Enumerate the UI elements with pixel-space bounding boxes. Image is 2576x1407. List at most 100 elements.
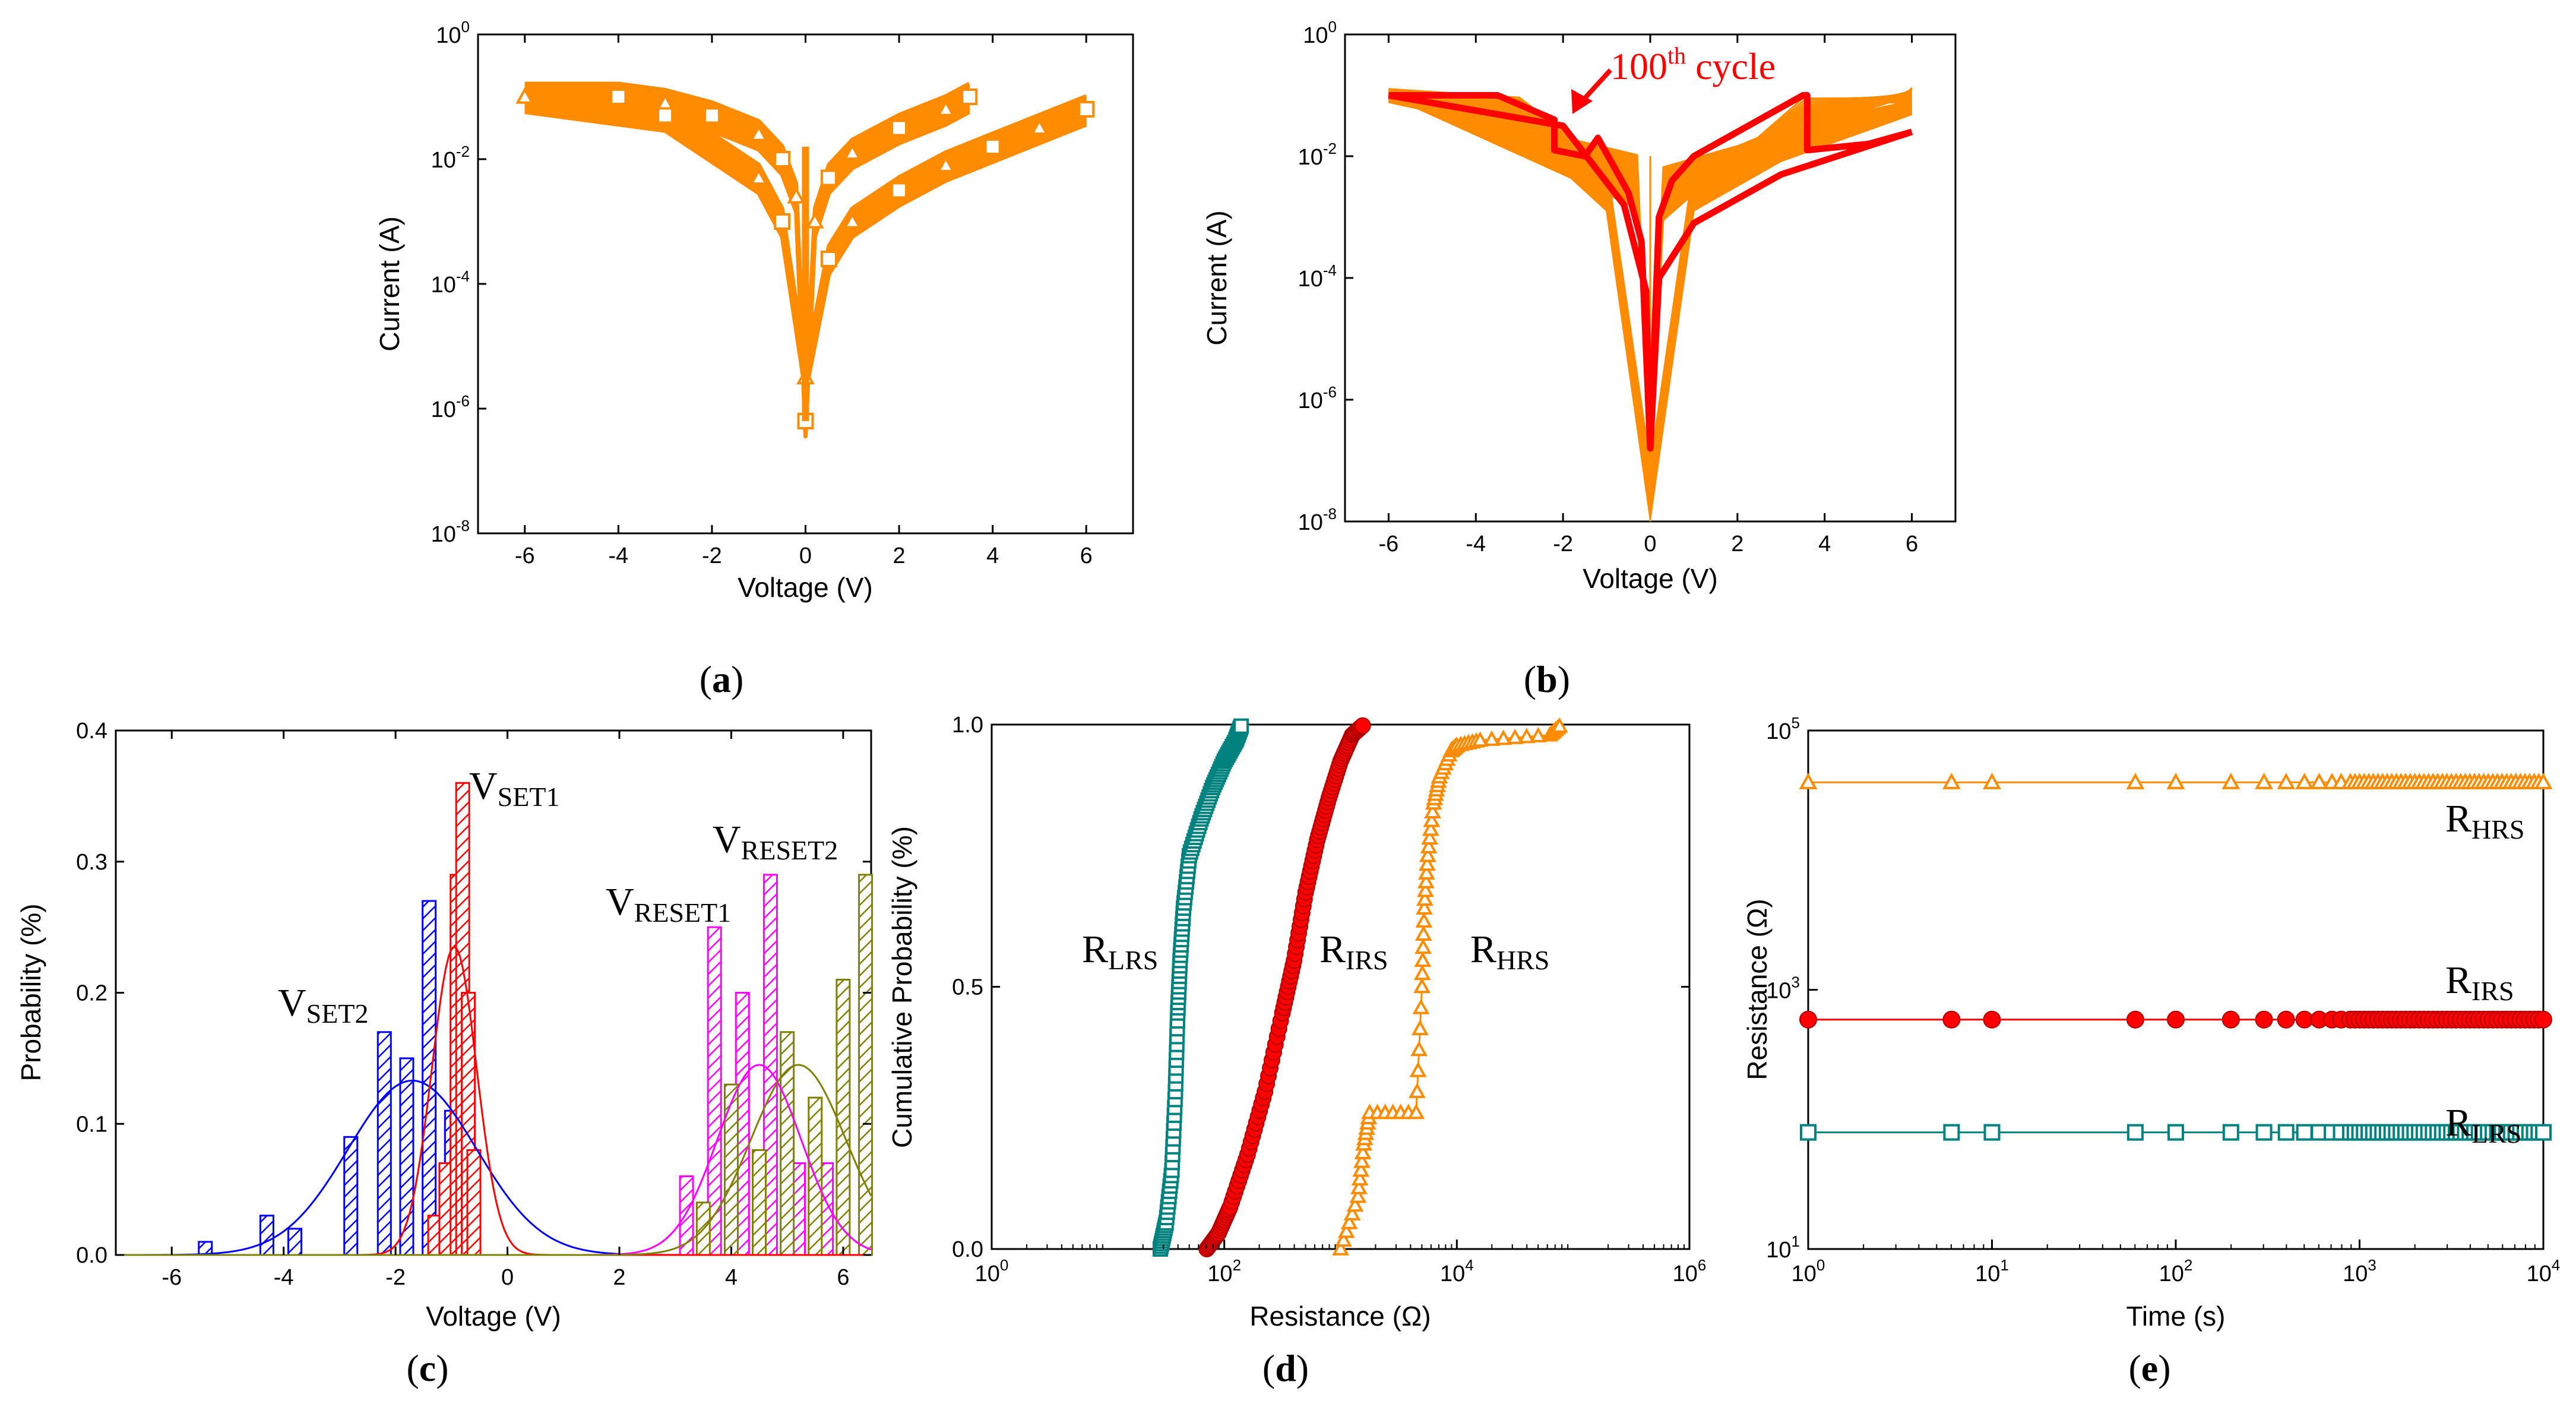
annotation-number: 100 (1610, 45, 1667, 87)
panel-e-marker-RIRS (2255, 1010, 2273, 1029)
panel-c-ytick-label: 0.3 (76, 850, 107, 875)
panel-c-xtick-label: -6 (162, 1265, 182, 1290)
label-vreset1: VRESET1 (606, 880, 731, 928)
panel-e-marker-RHRS (1983, 773, 2001, 789)
panel-b-series (1388, 87, 1913, 521)
panel-d-marker-RHRS (1409, 1061, 1427, 1077)
panel-d-marker-RHRS (1413, 978, 1431, 994)
panel-b: -6 -4 -2 0 2 4 6 100 10-2 10-4 10-6 10-8 Voltage (V… (1201, 18, 1957, 700)
panel-d-marker-RHRS (1530, 727, 1547, 742)
panel-c-xtick-label: -4 (274, 1265, 294, 1290)
panel-a-curve-0 (524, 81, 970, 410)
panel-d-marker-RHRS (1407, 1104, 1425, 1120)
panel-e-marker-RLRS (2277, 1124, 2295, 1141)
panel-a-marker (703, 107, 720, 124)
panel-d-marker-RHRS (1346, 1196, 1364, 1212)
label-rhrs: RHRS (1470, 928, 1550, 975)
panel-e-marker-RHRS (2310, 773, 2328, 789)
panel-a-marker (936, 99, 955, 116)
panel-e-label: (e) (2128, 1347, 2170, 1389)
panel-b-ytick-label: 10-6 (1298, 383, 1337, 413)
panel-b-xtick-label: -4 (1466, 532, 1486, 557)
panel-d-marker-RHRS (1416, 899, 1433, 915)
panel-c-xtick-label: 4 (725, 1265, 738, 1290)
panel-d-marker-RHRS (1420, 837, 1438, 853)
panel-a: -6 -4 -2 0 2 4 6 100 10-2 10-4 10-6 10-8 Voltage (V… (374, 18, 1134, 700)
panel-e-xtick-label: 102 (2159, 1256, 2193, 1286)
label-vset2: VSET2 (278, 981, 368, 1029)
panel-a-marker (843, 143, 862, 160)
panel-d-marker-RHRS (1418, 864, 1435, 880)
panel-e-ytick-label: 103 (1766, 973, 1800, 1004)
panel-d-marker-RHRS (1424, 803, 1441, 818)
panel-c-xtick-label: 0 (501, 1265, 514, 1290)
panel-a-marker (774, 151, 791, 167)
panel-b-100th-cycle (1388, 92, 1913, 452)
panel-d-marker-RHRS (1419, 846, 1436, 862)
panel-c-letter: c (419, 1347, 436, 1389)
panel-c-bar-VSET2 (259, 1215, 274, 1256)
panel-c-fits (116, 946, 872, 1256)
panel-b-letter: b (1536, 658, 1558, 700)
panel-a-marker (774, 213, 791, 230)
panel-d-marker-RHRS (1340, 1213, 1358, 1229)
panel-c: -6 -4 -2 0 2 4 6 0.0 0.1 0.2 0.3 0.4 Voltage (V) Pr… (15, 719, 874, 1389)
panel-d-xtick-label: 100 (975, 1256, 1009, 1286)
panel-d-marker-RHRS (1351, 1170, 1369, 1186)
panel-c-ylabel: Probability (%) (15, 903, 46, 1081)
panel-a-marker (657, 107, 674, 124)
panel-e-series (1799, 773, 2553, 1141)
panel-c-bar-VRESET2 (752, 1149, 767, 1256)
panel-a-ytick-label: 10-2 (431, 143, 470, 173)
panel-a-xtick-label: 2 (893, 543, 906, 568)
panel-d-marker-RHRS (1350, 1178, 1368, 1194)
annotation-100th-cycle: 100th cycle (1571, 42, 1776, 114)
panel-d-marker-RHRS (1471, 731, 1489, 747)
panel-a-xtick-label: -6 (515, 543, 535, 568)
annotation-arrow-head (1571, 89, 1593, 114)
panel-c-xtick-label: 2 (613, 1265, 625, 1290)
panel-a-marker (891, 182, 908, 199)
panel-e-marker-RLRS (1800, 1124, 1817, 1141)
panel-c-bar-VRESET2 (858, 874, 874, 1256)
panel-e-marker-RHRS (2277, 773, 2296, 789)
panel-d-marker-RHRS (1417, 881, 1434, 897)
panel-b-xtick-label: 4 (1818, 532, 1831, 557)
panel-e-marker-RIRS (2534, 1010, 2552, 1029)
panel-a-xtick-label: -2 (702, 543, 722, 568)
panel-b-100th-cycle-return (1647, 128, 1913, 449)
panel-d-marker-RHRS (1414, 951, 1432, 967)
panel-d-marker-RHRS (1414, 938, 1432, 954)
panel-d-marker-RHRS (1495, 729, 1512, 745)
panel-d-marker-RHRS (1483, 730, 1501, 746)
panel-a-marker (961, 88, 978, 105)
panel-e-marker-RIRS (1983, 1010, 2001, 1029)
label-vreset2: VRESET2 (713, 818, 838, 865)
panel-d-ytick-label: 0.5 (952, 975, 983, 1000)
panel-d-marker-RHRS (1353, 1152, 1371, 1168)
panel-c-ytick-label: 0.1 (76, 1112, 107, 1137)
panel-e-marker-RLRS (2222, 1124, 2239, 1141)
panel-c-bar-VSET2 (343, 1136, 359, 1256)
panel-c-bar-VRESET2 (836, 978, 851, 1256)
panel-c-ytick-label: 0.2 (76, 981, 107, 1006)
panel-c-ytick-label: 0.0 (76, 1243, 107, 1268)
panel-c-bar-VSET2 (399, 1057, 414, 1256)
panel-d-label: (d) (1262, 1347, 1309, 1389)
panel-d-marker-RHRS (1550, 717, 1568, 733)
panel-d-marker-RHRS (1411, 1020, 1429, 1035)
panel-e-marker-RIRS (2126, 1010, 2144, 1029)
panel-a-xlabel: Voltage (V) (738, 572, 873, 603)
panel-e-marker-RLRS (2167, 1124, 2184, 1141)
panel-e-marker-RHRS (2166, 773, 2185, 789)
panel-a-xtick-label: 4 (986, 543, 999, 568)
panel-a-marker (610, 88, 627, 105)
panel-d-marker-RHRS (1421, 829, 1439, 845)
panel-d-axes: 100 102 104 106 0.0 0.5 1.0 (952, 713, 1706, 1286)
annotation-superscript: th (1667, 42, 1686, 69)
panel-a-marker (820, 251, 837, 267)
panel-d-marker-RHRS (1409, 1082, 1426, 1098)
panel-a-xtick-label: -4 (608, 543, 628, 568)
panel-e-ytick-label: 105 (1766, 714, 1800, 744)
